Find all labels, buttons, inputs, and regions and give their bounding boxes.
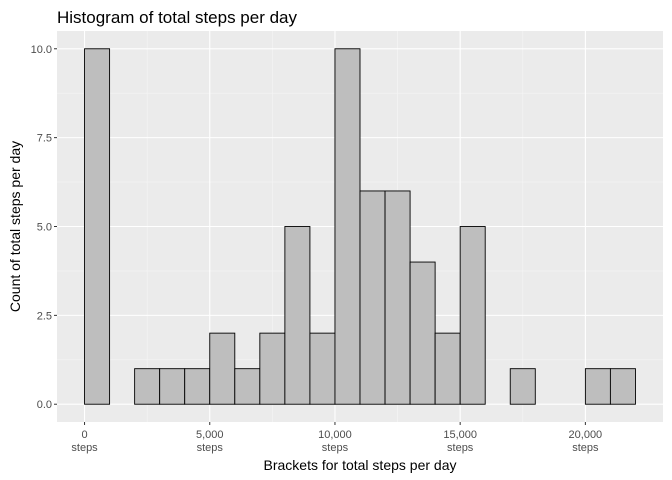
x-axis-title: Brackets for total steps per day [264,457,457,473]
y-tick-label: 7.5 [37,133,52,145]
histogram-bar [159,368,186,405]
x-tick-label: 10,000 [318,429,352,441]
histogram-bar [584,368,611,405]
histogram-bar [309,332,336,405]
y-axis: 0.0 2.5 5.0 7.5 10.0 [31,44,57,411]
chart-title: Histogram of total steps per day [57,8,298,27]
histogram-bar [409,261,436,405]
y-axis-title: Count of total steps per day [7,141,23,312]
histogram-bar [459,226,486,405]
x-tick-unit-label: steps [71,442,98,454]
x-tick-unit-label: steps [447,442,474,454]
y-tick-label: 0.0 [37,399,52,411]
y-tick-label: 10.0 [31,44,52,56]
histogram-bar [334,48,361,405]
x-tick-unit-label: steps [197,442,224,454]
histogram-bar [234,368,261,405]
histogram-bar [509,368,536,405]
x-tick-label: 20,000 [569,429,603,441]
x-tick-unit-label: steps [322,442,349,454]
histogram-bar [259,332,286,405]
histogram-bar [84,48,111,405]
histogram-bars [84,48,636,405]
histogram-bar [284,226,311,405]
histogram-bar [434,332,461,405]
histogram-bar [359,190,386,405]
x-tick-label: 0 [81,429,87,441]
x-axis: 0steps5,000steps10,000steps15,000steps20… [71,422,602,454]
histogram-bar [209,332,236,405]
x-tick-unit-label: steps [572,442,599,454]
histogram-bar [609,368,636,405]
x-tick-label: 5,000 [196,429,224,441]
histogram-bar [134,368,161,405]
x-tick-label: 15,000 [443,429,477,441]
y-tick-label: 5.0 [37,222,52,234]
histogram-bar [384,190,411,405]
histogram-bar [184,368,211,405]
y-tick-label: 2.5 [37,310,52,322]
